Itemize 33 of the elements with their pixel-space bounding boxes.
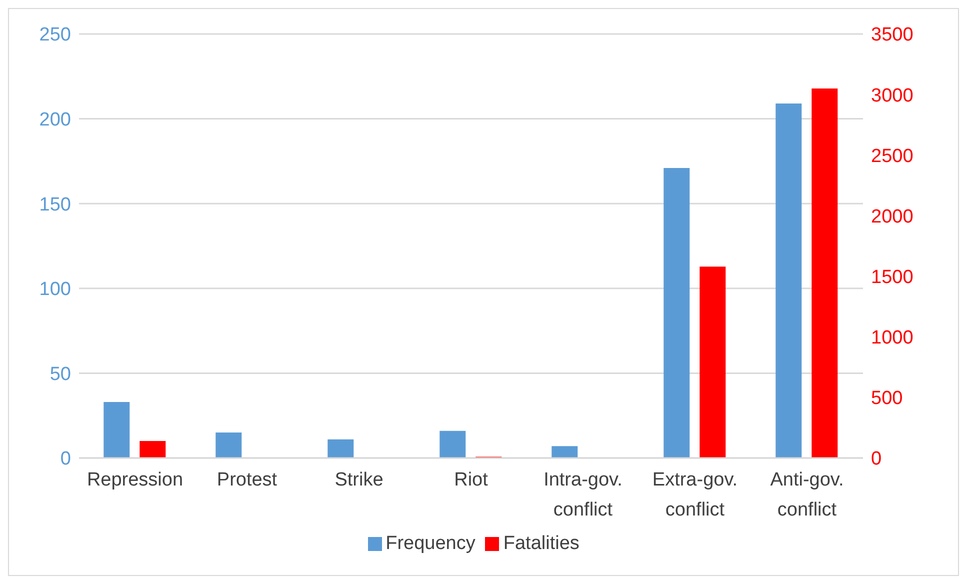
- x-tick-label: Extra-gov. conflict: [652, 469, 738, 520]
- y-tick-label: 200: [39, 110, 71, 131]
- x-tick-label: Strike: [334, 469, 384, 490]
- y2-tick-label: 2000: [871, 206, 914, 228]
- y2-tick-label: 500: [871, 388, 903, 410]
- x-tick-label: Anti-gov. conflict: [770, 469, 844, 520]
- y2-tick-label: 0: [871, 448, 882, 470]
- y2-tick-label: 3500: [871, 24, 914, 46]
- bar: [104, 402, 130, 458]
- y-tick-label: 0: [60, 448, 71, 470]
- y2-tick-label: 1500: [871, 267, 914, 288]
- y-tick-label: 50: [50, 364, 71, 385]
- y-tick-label: 150: [39, 194, 71, 216]
- y-tick-label: 250: [39, 24, 71, 46]
- y-tick-label: 100: [39, 279, 71, 300]
- legend-label: Frequency: [386, 533, 476, 554]
- bar: [552, 446, 578, 458]
- bar: [776, 104, 802, 458]
- y2-tick-label: 3000: [871, 85, 914, 106]
- x-tick-label: Protest: [216, 469, 278, 490]
- x-tick-label: Intra-gov. conflict: [544, 469, 622, 520]
- legend-label: Fatalities: [503, 533, 580, 554]
- bar: [700, 266, 726, 458]
- x-tick-label: Riot: [454, 469, 489, 490]
- bar: [440, 430, 466, 458]
- bar: [328, 439, 354, 458]
- y2-tick-label: 1000: [871, 328, 914, 349]
- bar: [812, 88, 838, 458]
- y2-tick-label: 2500: [871, 146, 914, 167]
- bar: [140, 441, 166, 458]
- bar: [216, 432, 242, 458]
- x-tick-label: Repression: [86, 469, 184, 490]
- bar: [664, 168, 690, 458]
